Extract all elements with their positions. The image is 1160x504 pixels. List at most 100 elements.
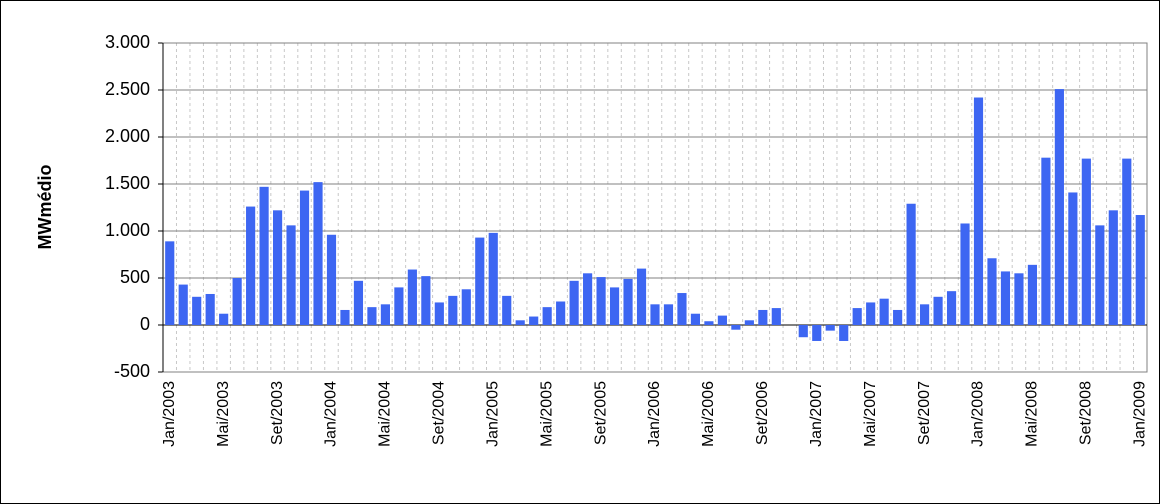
bar (704, 321, 714, 325)
bar (286, 225, 296, 325)
x-tick-label: Set/2007 (916, 381, 933, 445)
bar (1014, 273, 1024, 325)
bar (731, 325, 741, 330)
bar (893, 309, 903, 325)
bar (1000, 271, 1011, 325)
bar (609, 287, 620, 325)
bar (259, 186, 269, 325)
bar (973, 97, 984, 326)
bar (326, 234, 337, 325)
bar (623, 278, 633, 325)
bar (758, 309, 768, 325)
bar (219, 313, 229, 325)
x-tick-label: Set/2003 (269, 381, 286, 445)
bar (866, 302, 876, 325)
bar (556, 301, 566, 325)
bar (1135, 215, 1145, 325)
bar (1122, 158, 1132, 325)
bar (690, 313, 701, 325)
bar (933, 296, 943, 325)
x-tick-label: Set/2006 (754, 381, 771, 445)
bar (636, 268, 647, 325)
bar (1041, 157, 1051, 325)
bar (542, 307, 552, 325)
bar (717, 315, 727, 325)
bar (1108, 210, 1118, 325)
x-tick-label: Mai/2003 (215, 381, 232, 447)
bar (744, 320, 754, 325)
bar (771, 308, 781, 325)
bar (583, 273, 593, 325)
bar (313, 182, 323, 325)
bar (596, 277, 606, 325)
x-tick-label: Set/2008 (1078, 381, 1095, 445)
bar (407, 269, 417, 325)
y-tick-label: 1.000 (105, 220, 150, 240)
y-tick-label: 3.000 (105, 32, 150, 52)
bar (394, 287, 404, 325)
bar (272, 210, 283, 325)
bar (178, 284, 188, 325)
bar (812, 325, 822, 341)
y-tick-label: 1.500 (105, 173, 150, 193)
bar (353, 280, 364, 325)
bar (205, 293, 215, 325)
bar (650, 304, 660, 325)
bar (529, 316, 539, 325)
y-tick-label: 500 (120, 267, 150, 287)
bar (960, 223, 970, 325)
bar (340, 309, 350, 325)
x-tick-label: Jan/2004 (323, 381, 340, 447)
bar (192, 296, 202, 325)
x-tick-label: Jan/2003 (161, 381, 178, 447)
bar (1081, 158, 1091, 325)
bar (461, 289, 471, 325)
x-tick-label: Mai/2006 (700, 381, 717, 447)
bar (1095, 225, 1105, 325)
bar (798, 325, 808, 338)
bar (1068, 192, 1078, 325)
x-tick-label: Jan/2008 (970, 381, 987, 447)
bar (380, 304, 390, 325)
bar (946, 291, 957, 325)
bar (852, 308, 862, 325)
y-tick-label: 2.000 (105, 126, 150, 146)
bar (1054, 89, 1064, 325)
bar (434, 302, 444, 325)
x-tick-label: Set/2004 (431, 381, 448, 445)
bar (232, 278, 242, 325)
bar (165, 241, 175, 325)
bar (502, 295, 512, 325)
y-tick-label: 0 (140, 314, 150, 334)
y-tick-label: 2.500 (105, 79, 150, 99)
x-tick-label: Set/2005 (592, 381, 609, 445)
bar (1027, 264, 1038, 325)
bar (839, 325, 849, 341)
bar (987, 258, 997, 325)
x-tick-label: Jan/2006 (646, 381, 663, 447)
y-tick-label: -500 (114, 361, 150, 381)
x-tick-label: Jan/2005 (484, 381, 501, 447)
bar (448, 295, 458, 325)
x-tick-label: Mai/2008 (1024, 381, 1041, 447)
bar (367, 307, 377, 325)
bar (920, 304, 930, 325)
bar (299, 190, 310, 325)
x-tick-label: Mai/2007 (862, 381, 879, 447)
bar (246, 206, 256, 325)
bar (677, 293, 687, 325)
bar (569, 280, 579, 325)
bar (825, 325, 835, 331)
x-tick-label: Mai/2004 (377, 381, 394, 447)
bar (515, 320, 525, 325)
x-tick-label: Jan/2009 (1131, 381, 1148, 447)
y-axis-label: MWmédio (35, 165, 55, 250)
bar (906, 203, 916, 325)
x-tick-label: Mai/2005 (538, 381, 555, 447)
bar (421, 276, 431, 325)
bar (663, 304, 674, 325)
x-tick-label: Jan/2007 (808, 381, 825, 447)
bar (475, 237, 485, 325)
